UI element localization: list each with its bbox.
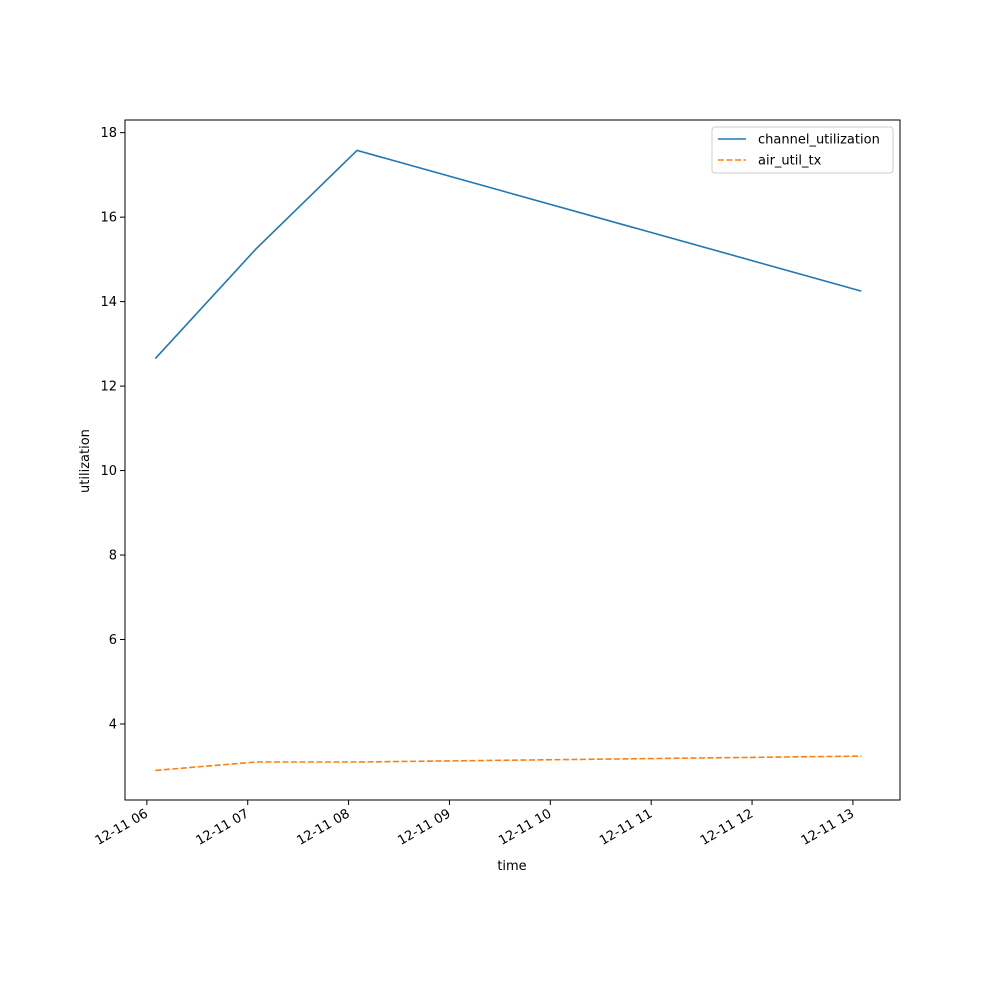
y-axis-title: utilization: [78, 429, 93, 493]
legend-label: channel_utilization: [758, 133, 880, 148]
axes-frame: [124, 119, 901, 801]
y-tick-label: 12: [100, 380, 117, 395]
x-axis-title: time: [497, 859, 526, 874]
y-tick-label: 4: [109, 717, 117, 732]
legend: channel_utilization air_util_tx: [711, 126, 894, 174]
y-tick-label: 18: [100, 126, 117, 141]
series-line-channel-utilization: [154, 149, 862, 360]
y-tick-label: 8: [109, 549, 117, 564]
plot-area: [154, 149, 862, 772]
series-line-air-util-tx: [155, 755, 862, 772]
y-tick-label: 14: [100, 295, 117, 310]
y-tick-label: 10: [100, 464, 117, 479]
legend-label: air_util_tx: [758, 154, 822, 169]
y-tick-label: 6: [109, 633, 117, 648]
y-axis: 4 6 8 10 12 14 16 18: [100, 126, 125, 732]
legend-frame: [711, 126, 894, 174]
y-tick-label: 16: [100, 211, 117, 226]
